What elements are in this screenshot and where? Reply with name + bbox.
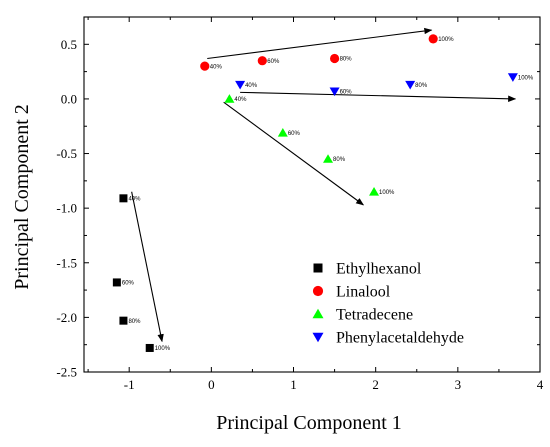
point-label: 80% [128, 319, 141, 325]
legend: Ethylhexanol Linalool Tetradecene Phenylace… [312, 261, 464, 347]
point-label: 60% [122, 281, 135, 287]
y-axis-title: Principal Component 2 [11, 104, 33, 290]
point-label: 40% [234, 97, 247, 103]
legend-marker-phenylacetaldehyde [312, 332, 324, 343]
point-phenylacetaldehyde-2 [329, 87, 340, 97]
axes: -1 0 1 2 3 4 -2.5 -2.0 -1.5 -1.0 -0.5 0.0 0.5 [56, 16, 544, 392]
y-tick-label: -2.5 [56, 365, 77, 380]
x-tick-label: 4 [537, 377, 544, 392]
x-tick-label: 3 [455, 377, 462, 392]
legend-entry-linalool: Linalool [336, 284, 391, 301]
point-phenylacetaldehyde-1 [235, 80, 246, 90]
point-label: 100% [155, 346, 171, 352]
point-linalool-4 [428, 34, 438, 44]
y-tick-label: 0.0 [61, 91, 77, 106]
x-tick-label: 1 [290, 377, 297, 392]
trend-arrows [131, 27, 517, 343]
legend-entry-tetradecene: Tetradecene [336, 307, 413, 324]
point-tetradecene-2 [277, 127, 288, 137]
x-tick-label: 0 [208, 377, 215, 392]
point-label: 80% [340, 57, 353, 63]
point-linalool-3 [329, 53, 340, 64]
point-ethylhexanol-3 [119, 316, 128, 325]
point-label: 60% [267, 59, 280, 65]
trend-arrow-3 [223, 101, 364, 206]
x-axis-title: Principal Component 1 [216, 412, 402, 434]
point-label: 60% [340, 89, 353, 95]
legend-marker-tetradecene [312, 308, 324, 319]
point-label: 40% [128, 197, 141, 203]
point-linalool-2 [257, 56, 267, 66]
point-tetradecene-1 [224, 94, 235, 103]
plot-frame [83, 16, 541, 373]
trend-arrow-4 [131, 191, 164, 343]
legend-marker-linalool [312, 285, 324, 297]
point-ethylhexanol-2 [112, 278, 121, 287]
point-label: 40% [210, 64, 223, 70]
y-tick-label: 0.5 [61, 37, 77, 52]
point-ethylhexanol-1 [119, 194, 128, 203]
legend-marker-ethylhexanol [313, 263, 323, 273]
point-label: 100% [438, 37, 454, 43]
y-tick-label: -2.0 [56, 310, 77, 325]
y-tick-label: -1.5 [56, 255, 77, 270]
legend-entry-phenylacetaldehyde: Phenylacetaldehyde [336, 330, 464, 347]
trend-arrow-2 [240, 91, 517, 102]
point-label: 40% [245, 83, 258, 89]
legend-entry-ethylhexanol: Ethylhexanol [336, 261, 422, 278]
x-tick-label: 2 [372, 377, 379, 392]
point-label: 80% [333, 157, 346, 163]
point-linalool-1 [200, 61, 210, 71]
trend-arrow-1 [207, 27, 433, 60]
point-label: 100% [518, 75, 534, 81]
point-phenylacetaldehyde-3 [405, 80, 416, 90]
point-label: 60% [288, 131, 301, 137]
point-tetradecene-3 [323, 154, 334, 163]
point-label: 100% [379, 190, 395, 196]
point-ethylhexanol-4 [145, 343, 154, 352]
point-tetradecene-4 [369, 186, 380, 196]
y-tick-label: -0.5 [56, 146, 77, 161]
y-tick-label: -1.0 [56, 201, 77, 216]
data-points: 40% 60% 80% 100% 40% 60% 80% 100% 40% 60% 80% 100% 4… [112, 34, 534, 352]
x-tick-label: -1 [124, 377, 135, 392]
point-label: 80% [415, 83, 428, 89]
point-phenylacetaldehyde-4 [507, 73, 518, 82]
